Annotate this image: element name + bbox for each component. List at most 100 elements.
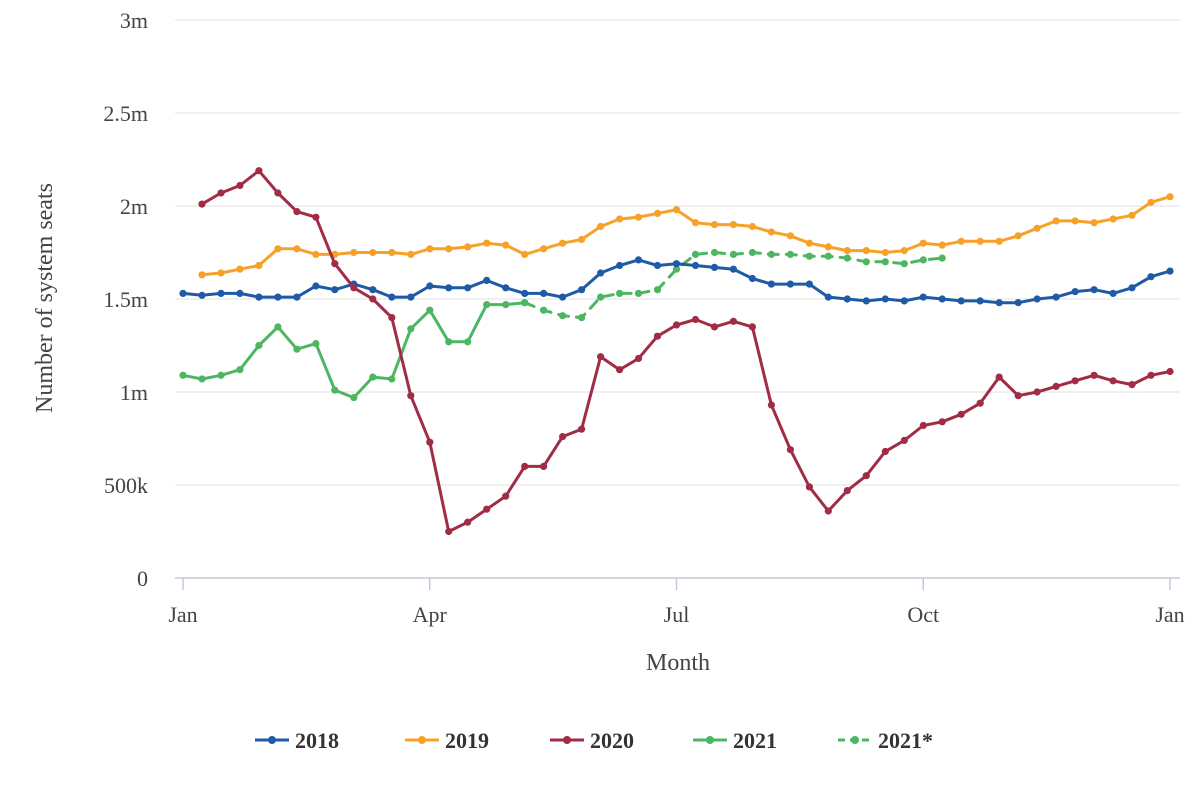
data-point[interactable]: [293, 345, 301, 353]
data-point[interactable]: [805, 280, 814, 288]
data-point[interactable]: [502, 301, 510, 309]
data-point[interactable]: [881, 258, 889, 266]
data-point[interactable]: [331, 386, 339, 394]
data-point[interactable]: [729, 317, 738, 325]
data-point[interactable]: [616, 261, 624, 270]
data-point[interactable]: [1147, 198, 1155, 206]
data-point[interactable]: [312, 213, 320, 221]
data-point[interactable]: [786, 232, 795, 240]
data-point[interactable]: [1147, 371, 1155, 379]
data-point[interactable]: [388, 375, 396, 383]
data-point[interactable]: [179, 371, 187, 379]
data-point[interactable]: [464, 518, 472, 526]
data-point[interactable]: [938, 254, 946, 262]
data-point[interactable]: [957, 237, 965, 245]
data-point[interactable]: [597, 269, 605, 277]
data-point[interactable]: [672, 206, 681, 214]
data-point[interactable]: [672, 321, 681, 329]
data-point[interactable]: [995, 237, 1003, 245]
data-point[interactable]: [217, 371, 225, 379]
data-point[interactable]: [274, 189, 282, 197]
data-point[interactable]: [748, 222, 757, 231]
data-point[interactable]: [445, 284, 453, 292]
legend-item-2020[interactable]: 2020: [550, 728, 634, 753]
data-point[interactable]: [900, 247, 908, 255]
data-point[interactable]: [653, 209, 662, 217]
data-point[interactable]: [976, 237, 984, 245]
data-point[interactable]: [255, 293, 263, 301]
legend-item-2018[interactable]: 2018: [255, 728, 339, 753]
data-point[interactable]: [957, 410, 965, 418]
data-point[interactable]: [502, 284, 510, 292]
data-point[interactable]: [312, 250, 320, 258]
data-point[interactable]: [919, 293, 927, 301]
data-point[interactable]: [445, 338, 453, 346]
data-point[interactable]: [1014, 232, 1022, 240]
data-point[interactable]: [672, 265, 681, 273]
data-point[interactable]: [198, 200, 206, 208]
data-point[interactable]: [862, 258, 870, 266]
data-point[interactable]: [672, 260, 681, 268]
data-point[interactable]: [521, 462, 529, 470]
data-point[interactable]: [938, 241, 946, 249]
data-point[interactable]: [1052, 293, 1060, 301]
data-point[interactable]: [502, 241, 510, 249]
legend-item-2019[interactable]: 2019: [405, 728, 489, 753]
data-point[interactable]: [824, 243, 832, 251]
data-point[interactable]: [521, 299, 529, 307]
data-point[interactable]: [483, 276, 491, 284]
data-point[interactable]: [1166, 267, 1174, 275]
data-point[interactable]: [1147, 273, 1155, 281]
data-point[interactable]: [767, 228, 776, 236]
data-point[interactable]: [843, 247, 851, 255]
data-point[interactable]: [217, 269, 225, 277]
data-point[interactable]: [691, 219, 700, 227]
data-point[interactable]: [862, 297, 870, 305]
data-point[interactable]: [407, 392, 415, 400]
data-point[interactable]: [597, 222, 605, 231]
data-point[interactable]: [634, 213, 643, 221]
data-point[interactable]: [976, 399, 984, 407]
data-point[interactable]: [748, 274, 757, 283]
data-point[interactable]: [255, 167, 263, 175]
data-point[interactable]: [900, 436, 908, 444]
data-point[interactable]: [786, 446, 795, 454]
data-point[interactable]: [483, 505, 491, 513]
data-point[interactable]: [691, 315, 700, 324]
data-point[interactable]: [407, 250, 415, 258]
data-point[interactable]: [502, 492, 510, 500]
data-point[interactable]: [1090, 286, 1098, 294]
data-point[interactable]: [653, 261, 662, 270]
data-point[interactable]: [1109, 289, 1117, 297]
data-point[interactable]: [634, 256, 643, 264]
data-point[interactable]: [995, 373, 1003, 381]
data-point[interactable]: [236, 366, 244, 374]
data-point[interactable]: [559, 239, 567, 247]
data-point[interactable]: [862, 247, 870, 255]
data-point[interactable]: [729, 221, 738, 229]
data-point[interactable]: [597, 293, 605, 301]
data-point[interactable]: [919, 421, 927, 430]
data-point[interactable]: [1128, 211, 1136, 219]
data-point[interactable]: [786, 250, 795, 258]
data-point[interactable]: [1128, 284, 1136, 292]
data-point[interactable]: [1014, 299, 1022, 307]
data-point[interactable]: [786, 280, 795, 288]
data-point[interactable]: [483, 239, 491, 247]
data-point[interactable]: [900, 260, 908, 268]
data-point[interactable]: [521, 250, 529, 258]
data-point[interactable]: [748, 248, 757, 257]
data-point[interactable]: [767, 401, 776, 409]
data-point[interactable]: [578, 235, 586, 244]
data-point[interactable]: [350, 248, 358, 257]
data-point[interactable]: [578, 314, 586, 322]
data-point[interactable]: [824, 252, 832, 260]
data-point[interactable]: [843, 487, 851, 495]
data-point[interactable]: [900, 297, 908, 305]
data-point[interactable]: [919, 256, 927, 264]
data-point[interactable]: [293, 293, 301, 301]
data-point[interactable]: [653, 286, 662, 294]
data-point[interactable]: [634, 289, 643, 297]
data-point[interactable]: [1071, 217, 1079, 225]
data-point[interactable]: [274, 323, 282, 331]
